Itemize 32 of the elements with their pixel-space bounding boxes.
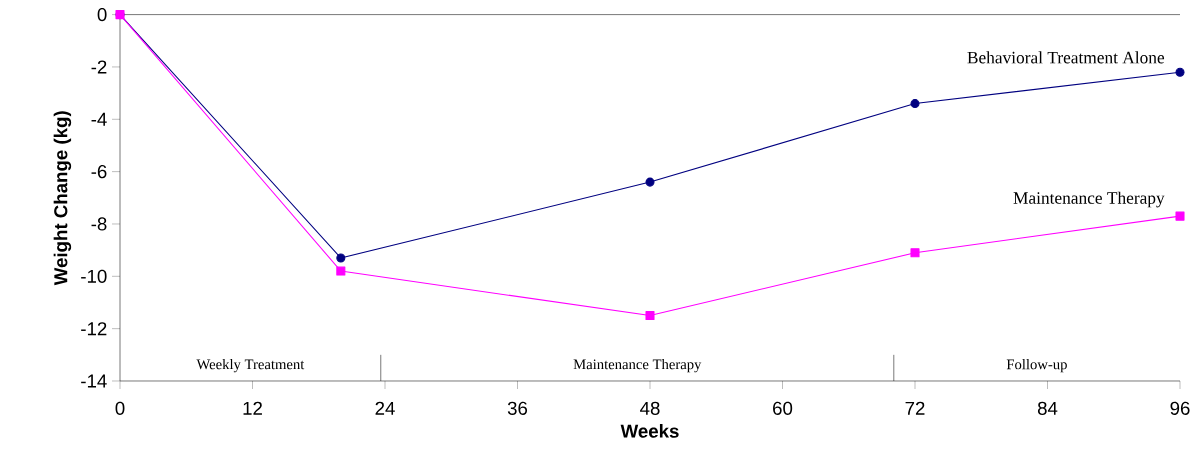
point xyxy=(645,177,655,187)
annotation: Maintenance Therapy xyxy=(573,358,702,373)
point xyxy=(1175,67,1185,77)
annotation: Weekly Treatment xyxy=(196,358,305,373)
y-tick-label: -10 xyxy=(81,269,107,283)
x-tick-label: 60 xyxy=(773,401,793,415)
y-tick-label: -12 xyxy=(81,322,107,336)
point xyxy=(336,253,346,263)
x-tick-label: 72 xyxy=(905,401,925,415)
y-tick-label: -6 xyxy=(91,165,107,179)
y-tick-label: -4 xyxy=(91,112,107,126)
point xyxy=(645,311,655,321)
y-tick-label: -2 xyxy=(91,60,107,74)
series-label: Behavioral Treatment Alone xyxy=(967,51,1165,64)
y-tick-label: -14 xyxy=(81,374,107,388)
x-tick-label: 84 xyxy=(1037,401,1058,415)
x-tick-label: 36 xyxy=(507,401,528,415)
x-tick-label: 0 xyxy=(115,401,125,415)
annotation: Follow-up xyxy=(1006,359,1067,373)
y-tick-label: -8 xyxy=(91,217,107,231)
point xyxy=(1175,211,1185,221)
x-tick-label: 48 xyxy=(640,401,660,415)
y-axis-title: Weight Change (kg) xyxy=(53,111,72,286)
x-axis-title: Weeks xyxy=(620,424,679,438)
x-tick-label: 12 xyxy=(243,401,262,415)
point xyxy=(910,99,920,109)
x-tick-label: 96 xyxy=(1170,401,1190,415)
point xyxy=(910,248,920,258)
point xyxy=(336,266,346,276)
series-label: Maintenance Therapy xyxy=(1013,191,1165,208)
y-tick-label: 0 xyxy=(97,7,107,22)
x-tick-label: 24 xyxy=(375,401,395,415)
